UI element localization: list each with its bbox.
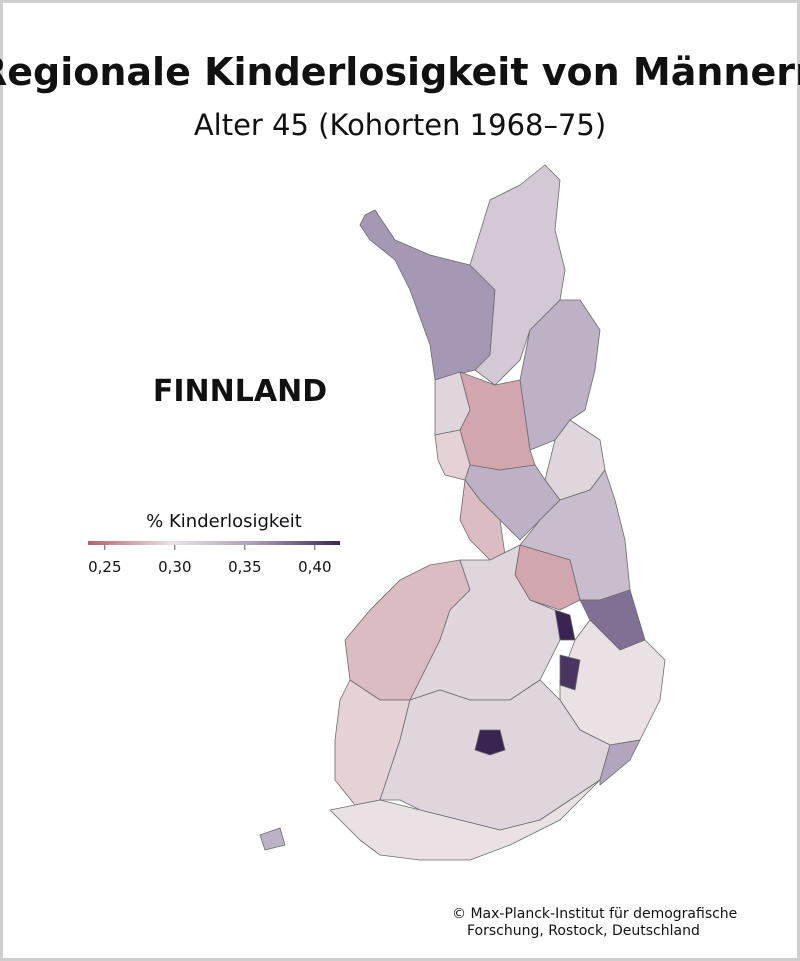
country-label: FINNLAND [153,374,327,409]
credit: © Max-Planck-Institut für demografische [452,906,737,922]
region [559,654,581,691]
credit: Forschung, Rostock, Deutschland [467,923,700,939]
region [434,371,471,436]
map-regions [259,164,666,861]
legend-tick-label: 0,30 [158,558,191,576]
subtitle: Alter 45 (Kohorten 1968–75) [194,108,606,142]
region [599,739,641,786]
legend-tick-label: 0,35 [228,558,261,576]
region [259,827,286,851]
legend-colorbar [88,541,340,545]
region [474,729,506,756]
region [359,209,496,381]
legend-tick-label: 0,25 [88,558,121,576]
legend-tick-label: 0,40 [298,558,331,576]
region [559,619,666,746]
legend-title: % Kinderlosigkeit [146,511,302,532]
title: Regionale Kinderlosigkeit von Männern [0,50,800,94]
